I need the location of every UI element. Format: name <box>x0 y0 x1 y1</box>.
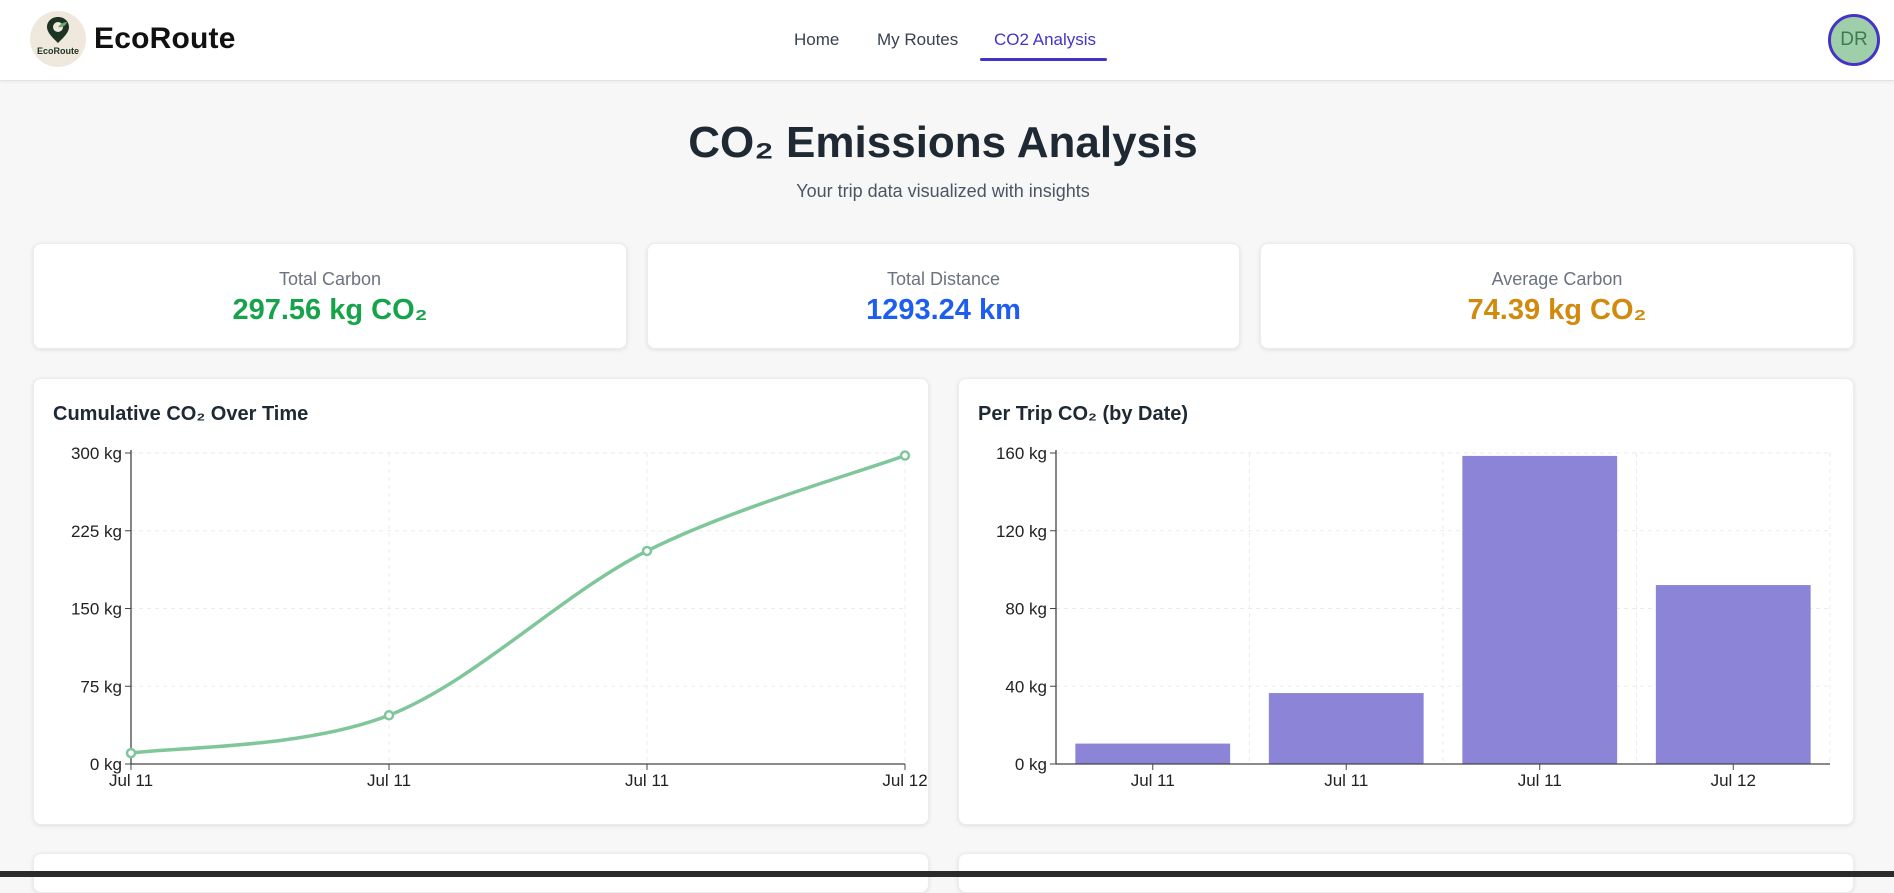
x-tick-label: Jul 12 <box>1711 771 1756 790</box>
y-tick-label: 150 kg <box>71 600 122 619</box>
stat-label: Total Distance <box>886 269 1001 289</box>
nav-my-routes[interactable]: My Routes <box>877 30 959 49</box>
top-nav-bar: EcoRoute EcoRoute Home My Routes CO2 Ana… <box>0 0 1894 81</box>
page-title: CO₂ Emissions Analysis <box>688 118 1198 167</box>
data-point <box>641 545 653 557</box>
bar <box>1655 585 1811 764</box>
per-trip-bar-chart: 0 kg 40 kg 80 kg 120 kg 160 kg Jul 11 Jul 11 Ju… <box>996 444 1831 790</box>
bar <box>1075 743 1231 764</box>
data-point <box>125 747 137 759</box>
y-tick-label: 120 kg <box>996 522 1047 541</box>
x-tick-label: Jul 12 <box>882 771 927 790</box>
bar <box>1268 693 1424 764</box>
logo-caption: EcoRoute <box>36 46 79 56</box>
y-tick-label: 0 kg <box>90 755 122 774</box>
y-tick-label: 75 kg <box>80 677 122 696</box>
chart-title: Per Trip CO₂ (by Date) <box>978 403 1189 425</box>
stat-label: Average Carbon <box>1491 269 1623 289</box>
app-logo[interactable]: EcoRoute <box>30 11 86 67</box>
stat-value: 1293.24 km <box>866 294 1021 326</box>
leaf-pin-icon <box>47 17 69 43</box>
data-point <box>383 710 395 721</box>
y-tick-label: 300 kg <box>71 444 122 463</box>
x-tick-label: Jul 11 <box>367 771 411 790</box>
stat-card-average-carbon: Average Carbon 74.39 kg CO₂ <box>1260 243 1854 349</box>
chart-card-cumulative: Cumulative CO₂ Over Time 0 kg 75 kg 150 kg… <box>33 378 929 825</box>
chart-title: Cumulative CO₂ Over Time <box>53 403 309 425</box>
x-tick-label: Jul 11 <box>109 771 153 790</box>
nav-co2-analysis[interactable]: CO2 Analysis <box>994 30 1097 49</box>
chart-card-per-trip: Per Trip CO₂ (by Date) 0 kg 40 kg 80 kg 120… <box>958 378 1854 825</box>
y-tick-label: 160 kg <box>996 444 1047 463</box>
y-tick-label: 40 kg <box>1005 677 1047 696</box>
data-point <box>899 450 911 461</box>
stat-value: 297.56 kg CO₂ <box>232 294 428 326</box>
x-tick-label: Jul 11 <box>1324 771 1368 790</box>
y-tick-label: 225 kg <box>71 522 122 541</box>
stat-card-total-distance: Total Distance 1293.24 km <box>647 243 1240 349</box>
stat-value: 74.39 kg CO₂ <box>1467 294 1647 326</box>
y-tick-label: 80 kg <box>1005 600 1047 619</box>
cumulative-line-chart: 0 kg 75 kg 150 kg 225 kg 300 kg Jul 11 Jul 11 J… <box>71 444 928 790</box>
active-tab-indicator <box>980 58 1107 61</box>
nav-home[interactable]: Home <box>794 30 840 49</box>
bottom-edge <box>0 871 1894 877</box>
x-tick-label: Jul 11 <box>1518 771 1562 790</box>
x-tick-label: Jul 11 <box>625 771 669 790</box>
x-tick-label: Jul 11 <box>1131 771 1175 790</box>
series-line <box>130 453 906 755</box>
stat-card-total-carbon: Total Carbon 297.56 kg CO₂ <box>33 243 627 349</box>
y-tick-label: 0 kg <box>1015 755 1047 774</box>
page-subtitle: Your trip data visualized with insights <box>796 181 1090 201</box>
brand-name[interactable]: EcoRoute <box>94 22 236 55</box>
user-avatar[interactable]: DR <box>1828 14 1880 66</box>
bar <box>1462 455 1618 764</box>
stat-label: Total Carbon <box>278 269 382 289</box>
